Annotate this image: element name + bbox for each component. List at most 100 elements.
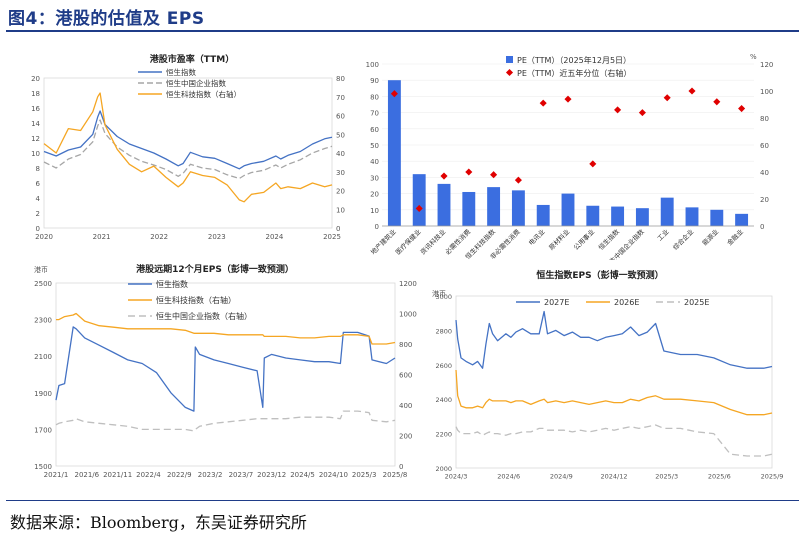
x-tick-label: 2024/3 xyxy=(445,473,468,481)
bar xyxy=(685,207,699,226)
legend-label: 恒生指数 xyxy=(166,67,196,77)
chart-title: 港股市盈率（TTM） xyxy=(150,53,234,65)
pe-percentile-chart: 0 10 20 30 40 50 60 70 80 90 100 0 20 40 60 80 100 120% 地产… xyxy=(366,53,773,260)
bar xyxy=(660,197,674,226)
x-tick-label: 2025/3 xyxy=(352,471,377,479)
y-left-tick-label: 90 xyxy=(370,77,379,85)
series-line-1 xyxy=(55,326,396,412)
legend-swatch xyxy=(505,68,514,77)
y-left-tick-label: 2000 xyxy=(435,465,452,473)
y-left-tick-label: 2400 xyxy=(435,396,452,404)
figure-header: 图4：港股的估值及 EPS xyxy=(0,0,805,32)
x-tick-label: 2022 xyxy=(150,233,168,241)
y-left-tick-label: 2200 xyxy=(435,431,452,439)
series-line-1 xyxy=(455,310,773,369)
bar xyxy=(437,183,451,226)
x-tick-label: 2020 xyxy=(35,233,53,241)
x-tick-label: 2024/6 xyxy=(497,473,520,481)
percentile-marker xyxy=(713,98,721,106)
figure-title: 图4：港股的估值及 EPS xyxy=(8,9,205,29)
forward-eps-chart: 港股远期12个月EPS（彭博一致预测） 港币 1500 1700 1900 2100 230… xyxy=(34,263,417,479)
x-tick-label: 2024/12 xyxy=(600,473,627,481)
bar xyxy=(387,80,401,226)
y-left-tick-label: 6 xyxy=(36,180,41,188)
category-label: 金融业 xyxy=(725,227,746,248)
y-left-tick-label: 2500 xyxy=(34,280,52,288)
y-left-tick-label: 60 xyxy=(370,126,379,134)
category-label: 综合企业 xyxy=(671,227,696,252)
percentile-marker xyxy=(390,90,398,98)
series-line-3 xyxy=(55,410,396,432)
legend-label: 恒生中国企业指数（右轴） xyxy=(156,311,252,321)
y-left-tick-label: 2800 xyxy=(435,327,452,335)
y-left-tick-label: 2 xyxy=(36,210,40,218)
y-right-tick-label: 50 xyxy=(336,131,345,139)
y-right-tick-label: 40 xyxy=(336,150,345,158)
y-right-tick-label: 1000 xyxy=(399,311,417,319)
x-tick-label: 2022/4 xyxy=(136,471,161,479)
y-left-tick-label: 8 xyxy=(36,165,40,173)
y-left-tick-label: 100 xyxy=(366,61,379,69)
series-line-2 xyxy=(455,369,773,416)
y-right-tick-label: 20 xyxy=(336,188,345,196)
category-label: 原材料业 xyxy=(547,227,572,252)
y-left-tick-label: 0 xyxy=(36,225,40,233)
hsi-eps-chart: 恒生指数EPS（彭博一致预测） 港币 2000 2200 2400 2600 2800 300… xyxy=(432,269,783,481)
y-left-tick-label: 12 xyxy=(31,135,40,143)
x-tick-label: 2024/9 xyxy=(550,473,573,481)
category-label: 恒生指数 xyxy=(596,227,621,252)
x-tick-label: 2025/8 xyxy=(383,471,408,479)
bar xyxy=(511,190,525,226)
series-line-3 xyxy=(455,424,773,457)
footer-rule xyxy=(6,500,799,501)
x-tick-label: 2021 xyxy=(93,233,111,241)
percentile-marker xyxy=(539,99,547,107)
y-right-tick-label: 1200 xyxy=(399,280,417,288)
x-tick-label: 2023 xyxy=(208,233,226,241)
y-left-tick-label: 4 xyxy=(36,195,41,203)
x-tick-label: 2021/11 xyxy=(103,471,132,479)
x-tick-label: 2023/7 xyxy=(229,471,254,479)
bar xyxy=(561,193,575,226)
series-line-2 xyxy=(43,119,333,180)
y-right-tick-label: 80 xyxy=(760,115,769,123)
y-right-tick-label: 0 xyxy=(760,223,764,231)
category-label: 电讯业 xyxy=(526,227,547,248)
header-rule xyxy=(6,30,799,32)
y-left-tick-label: 10 xyxy=(370,207,379,215)
legend-label: 恒生指数 xyxy=(156,279,188,289)
y-right-tick-label: 100 xyxy=(760,88,773,96)
y-right-tick-label: 60 xyxy=(760,142,769,150)
y-left-tick-label: 16 xyxy=(31,105,40,113)
bar xyxy=(487,187,501,226)
bar xyxy=(611,206,625,226)
y-unit-label: 港币 xyxy=(34,265,48,274)
y-left-tick-label: 80 xyxy=(370,93,379,101)
y-left-tick-label: 20 xyxy=(31,75,40,83)
y-right-tick-label: 400 xyxy=(399,402,412,410)
right-axis-unit: % xyxy=(750,53,757,61)
x-tick-label: 2023/2 xyxy=(198,471,223,479)
series-line-2 xyxy=(56,312,396,345)
category-label: 资讯科技业 xyxy=(418,227,448,257)
category-label: 能源业 xyxy=(700,227,721,248)
percentile-marker xyxy=(663,94,671,102)
category-label: 医疗保健业 xyxy=(393,227,423,257)
x-tick-label: 2024/5 xyxy=(290,471,315,479)
y-left-tick-label: 1900 xyxy=(34,390,52,398)
legend-label: PE（TTM）（2025年12月5日） xyxy=(517,55,631,65)
bar xyxy=(635,208,649,226)
y-right-tick-label: 20 xyxy=(760,196,769,204)
plot-frame xyxy=(43,77,333,229)
legend-label: 恒生科技指数（右轴） xyxy=(166,89,241,99)
percentile-marker xyxy=(638,109,646,117)
bar xyxy=(462,191,476,226)
y-left-tick-label: 1700 xyxy=(34,426,52,434)
legend-label: 2026E xyxy=(614,298,639,307)
percentile-marker xyxy=(465,168,473,176)
legend-label: 恒生中国企业指数 xyxy=(166,78,226,88)
category-label: 地产建筑业 xyxy=(368,227,398,257)
percentile-marker xyxy=(564,95,572,103)
y-right-tick-label: 120 xyxy=(760,61,773,69)
category-label: 公用事业 xyxy=(571,227,596,252)
